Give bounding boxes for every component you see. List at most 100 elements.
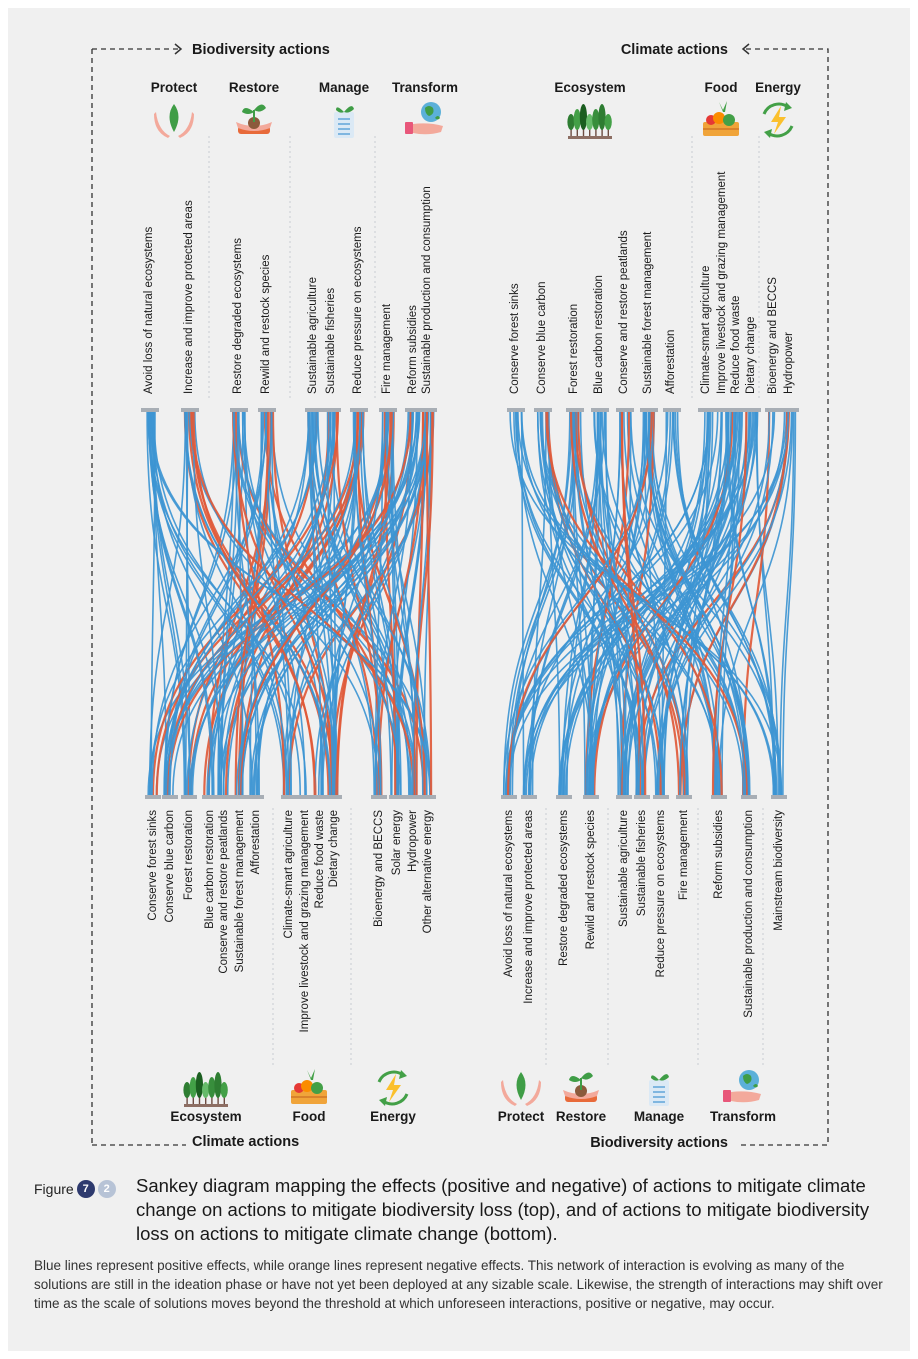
node-label-improve-livestock-and-grazing-management-top-right: Improve livestock and grazing management xyxy=(716,171,728,394)
positive-link xyxy=(645,411,750,796)
node-label-conserve-and-restore-peatlands-top-right: Conserve and restore peatlands xyxy=(618,230,630,394)
figure-label: Figure 7 2 xyxy=(34,1180,116,1198)
positive-link xyxy=(226,411,362,796)
positive-link xyxy=(163,411,239,796)
positive-link xyxy=(662,411,714,796)
node-label-improve-livestock-and-grazing-management-bottom-left: Improve livestock and grazing management xyxy=(299,809,311,1032)
positive-link xyxy=(640,411,750,796)
node-bar-top xyxy=(379,408,397,412)
node-label-increase-and-improve-protected-areas-top-left: Increase and improve protected areas xyxy=(183,200,195,394)
node-label-conserve-blue-carbon-bottom-left: Conserve blue carbon xyxy=(164,810,176,923)
group-label-energy-bottom-left: Energy xyxy=(370,1109,416,1124)
node-bar-bottom xyxy=(232,795,248,799)
node-label-hydropower-bottom-left: Hydropower xyxy=(407,810,419,872)
node-label-mainstream-biodiversity-bottom-right: Mainstream biodiversity xyxy=(773,810,785,931)
recycle-bolt-icon xyxy=(377,1070,409,1106)
node-bar-bottom xyxy=(711,795,727,799)
positive-link xyxy=(313,411,400,796)
node-label-sustainable-agriculture-bottom-right: Sustainable agriculture xyxy=(618,810,630,927)
negative-link xyxy=(356,411,381,796)
negative-link xyxy=(165,411,364,796)
node-bar-bottom xyxy=(326,795,342,799)
node-label-conserve-forest-sinks-bottom-left: Conserve forest sinks xyxy=(147,810,159,921)
positive-link xyxy=(779,411,795,796)
positive-link xyxy=(573,411,625,796)
positive-link xyxy=(523,411,669,796)
positive-link xyxy=(585,411,672,796)
positive-link xyxy=(679,411,728,796)
figure-sub-badge: 2 xyxy=(97,1180,116,1198)
figure-number-badge: 7 xyxy=(76,1180,95,1198)
group-label-transform-top-left: Transform xyxy=(392,80,458,95)
positive-link xyxy=(252,411,428,796)
node-label-forest-restoration-bottom-left: Forest restoration xyxy=(183,810,195,900)
group-label-transform-bottom-right: Transform xyxy=(710,1109,776,1124)
node-bar-bottom xyxy=(312,795,328,799)
positive-link xyxy=(270,411,292,796)
positive-link xyxy=(651,411,748,796)
node-bar-bottom xyxy=(281,795,297,799)
node-bar-bottom xyxy=(162,795,178,799)
positive-link xyxy=(222,411,332,796)
group-label-manage-bottom-right: Manage xyxy=(634,1109,685,1124)
positive-link xyxy=(310,411,322,796)
positive-link xyxy=(320,411,384,796)
positive-link xyxy=(146,411,186,796)
group-label-protect-bottom-right: Protect xyxy=(498,1109,545,1124)
hands-leaf-icon xyxy=(501,1072,541,1106)
positive-link xyxy=(361,411,424,796)
node-label-climate-smart-agriculture-bottom-left: Climate-smart agriculture xyxy=(283,810,295,938)
sankey-diagram: Biodiversity actions Climate actions Clima… xyxy=(91,42,829,1151)
positive-link xyxy=(726,411,776,796)
positive-link xyxy=(333,411,357,796)
positive-link xyxy=(508,411,580,796)
negative-link xyxy=(679,411,789,796)
positive-link xyxy=(782,411,797,796)
recycle-bolt-icon xyxy=(762,102,794,138)
node-label-reform-subsidies-top-left: Reform subsidies xyxy=(407,305,419,394)
node-bar-bottom xyxy=(771,795,787,799)
node-label-reduce-pressure-on-ecosystems-top-left: Reduce pressure on ecosystems xyxy=(352,226,364,394)
node-bar-top xyxy=(419,408,437,412)
node-bar-top xyxy=(743,408,761,412)
positive-link xyxy=(715,411,741,796)
node-label-reduce-food-waste-bottom-left: Reduce food waste xyxy=(314,810,326,908)
positive-link xyxy=(243,411,306,796)
node-bar-bottom xyxy=(634,795,650,799)
node-bar-bottom xyxy=(501,795,517,799)
positive-link xyxy=(238,411,387,796)
node-label-dietary-change-bottom-left: Dietary change xyxy=(328,810,340,887)
positive-link xyxy=(148,411,213,796)
node-bar-top xyxy=(323,408,341,412)
node-label-sustainable-fisheries-top-left: Sustainable fisheries xyxy=(325,288,337,394)
node-bar-top xyxy=(663,408,681,412)
positive-link xyxy=(599,411,627,796)
group-label-food-top-right: Food xyxy=(705,80,738,95)
node-label-bioenergy-and-beccs-bottom-left: Bioenergy and BECCS xyxy=(373,810,385,927)
node-bar-bottom xyxy=(420,795,436,799)
node-label-avoid-loss-of-natural-ecosystems-top-left: Avoid loss of natural ecosystems xyxy=(143,226,155,394)
positive-link xyxy=(244,411,258,796)
positive-link xyxy=(592,411,645,796)
node-bar-top xyxy=(230,408,248,412)
header-top-right: Climate actions xyxy=(621,42,728,58)
node-bar-top xyxy=(350,408,368,412)
node-bar-top xyxy=(181,408,199,412)
figure-label-text: Figure xyxy=(34,1181,74,1197)
arrow-left-icon xyxy=(741,43,750,55)
node-bar-bottom xyxy=(202,795,218,799)
positive-link xyxy=(147,411,307,796)
node-bar-bottom xyxy=(556,795,572,799)
arrow-right-icon xyxy=(174,43,183,55)
node-label-increase-and-improve-protected-areas-bottom-right: Increase and improve protected areas xyxy=(523,810,535,1004)
hands-seedling-icon xyxy=(236,104,272,134)
positive-link xyxy=(169,411,267,796)
positive-link xyxy=(619,411,742,796)
group-label-restore-bottom-right: Restore xyxy=(556,1109,607,1124)
positive-link xyxy=(589,411,622,796)
node-label-reduce-food-waste-top-right: Reduce food waste xyxy=(730,296,742,394)
positive-link xyxy=(627,411,757,796)
food-crate-icon xyxy=(703,101,739,136)
node-bar-bottom xyxy=(405,795,421,799)
node-bar-top xyxy=(591,408,609,412)
